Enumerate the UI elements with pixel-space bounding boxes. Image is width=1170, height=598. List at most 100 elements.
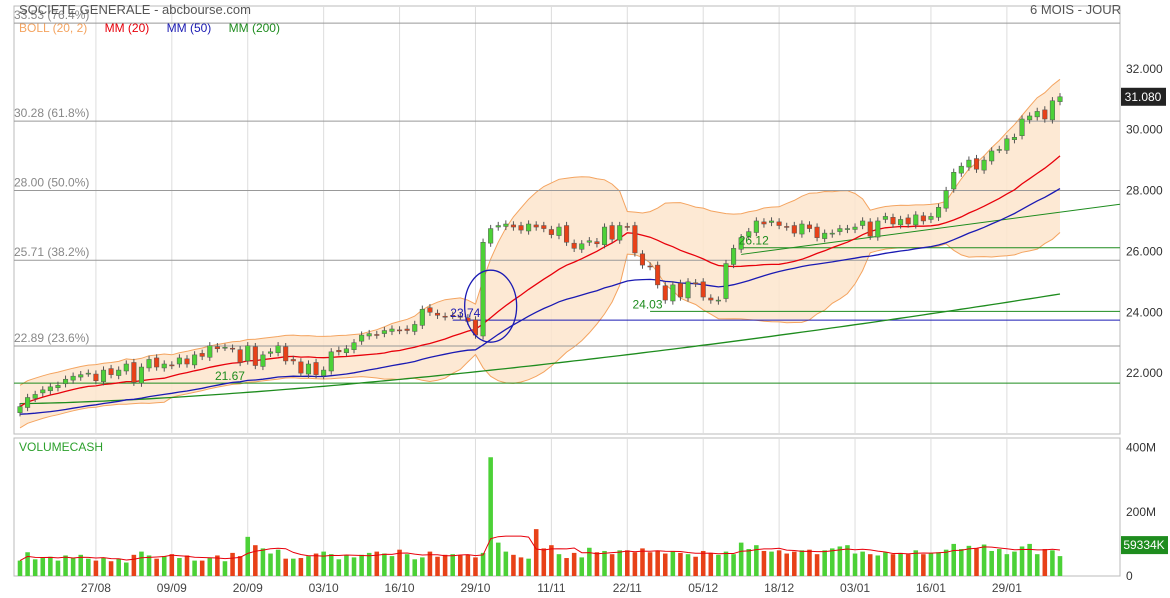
volume-bar (230, 552, 235, 576)
axes: 27/08 09/09 20/09 03/10 16/10 29/10 11/11 22/11… (81, 62, 1163, 595)
volume-bar (260, 548, 266, 576)
x-tick-label: 27/08 (81, 581, 111, 595)
volume-bar (359, 554, 364, 576)
chart-title: SOCIETE GENERALE - abcbourse.com (19, 2, 251, 17)
chart-period: 6 MOIS - JOUR (1029, 2, 1121, 17)
volume-bar (814, 554, 820, 576)
volume-bar (921, 554, 926, 576)
candle-body (55, 385, 61, 388)
candle-body (731, 248, 737, 265)
mm200-line (19, 293, 1061, 405)
candle-body (548, 229, 554, 235)
candle-body (996, 149, 1002, 151)
volume-bar (533, 529, 539, 576)
x-tick-label: 29/10 (460, 581, 490, 595)
candle-body (518, 225, 524, 231)
candle-body (586, 240, 592, 243)
volume-bar (625, 550, 630, 576)
volume-bar (101, 558, 106, 576)
candle-body (822, 232, 828, 239)
y-tick-label: 26.000 (1126, 244, 1163, 258)
candle-body (434, 312, 441, 316)
volume-bar (344, 555, 349, 576)
candle-body (1049, 100, 1055, 121)
volume-bar (215, 555, 220, 576)
candle-body (298, 361, 304, 374)
volume-bar (1027, 543, 1032, 576)
volume-bar (86, 558, 91, 576)
volume-bar (154, 558, 159, 576)
volume-bar (17, 560, 23, 576)
candle-body (564, 225, 570, 243)
candle-body (176, 357, 182, 365)
volume-bar (799, 550, 805, 576)
volume-bar (845, 545, 850, 576)
candle-body (647, 265, 653, 268)
moving-averages (19, 155, 1061, 415)
candle-body (875, 220, 881, 238)
candle-body (928, 216, 934, 220)
y-tick-label: 30.000 (1126, 123, 1163, 137)
volume-bar (943, 549, 949, 576)
candle-body (1004, 138, 1010, 151)
candle-body (700, 281, 706, 298)
volume-bar (511, 554, 516, 576)
bollinger-upper-line (19, 78, 1061, 386)
candle-body (116, 369, 122, 376)
volume-bar (587, 547, 592, 576)
candle-body (655, 264, 661, 286)
candle-body (488, 228, 494, 244)
candle-body (480, 242, 486, 337)
candle-body (639, 253, 646, 266)
mm20-line (19, 155, 1061, 408)
volume-bar (556, 554, 562, 576)
volume-bar (336, 559, 342, 576)
candle-body (381, 330, 387, 334)
volume-bar (594, 552, 600, 576)
candle-body (146, 359, 152, 369)
volume-bar (951, 543, 956, 576)
candle-body (966, 159, 972, 168)
candle-body (670, 284, 676, 302)
candle-body (85, 372, 91, 375)
candle-body (753, 220, 759, 233)
candle-body (556, 226, 562, 236)
candle-body (784, 226, 790, 228)
x-tick-label: 18/12 (764, 581, 794, 595)
candle-body (214, 346, 220, 350)
candle-body (237, 349, 243, 363)
volume-bar (875, 555, 881, 576)
x-tick-label: 03/01 (840, 581, 870, 595)
candle-body (343, 348, 349, 353)
volume-bar (617, 550, 622, 576)
volume-bar (78, 554, 84, 576)
volume-bar (890, 554, 896, 576)
candle-body (260, 354, 266, 367)
volume-bar (738, 542, 744, 576)
volume-bar (328, 554, 334, 576)
volume-bar (108, 561, 114, 576)
volume-bar (792, 551, 797, 576)
volume-bar (541, 548, 547, 576)
volume-bar (222, 561, 228, 576)
volume-bar (746, 549, 752, 576)
volume-bar (1012, 551, 1017, 576)
candle-body (617, 225, 623, 241)
candle-body (936, 207, 942, 218)
candle-body (1057, 96, 1063, 102)
volume-bar (382, 553, 387, 576)
candle-body (776, 221, 782, 226)
volume-bar (700, 550, 706, 576)
candle-body (1011, 137, 1017, 140)
candle-body (920, 215, 926, 222)
volume-bar (860, 551, 865, 576)
candle-body (890, 217, 896, 225)
last-price-box (1121, 87, 1166, 106)
candle-body (404, 328, 410, 331)
volume-bar (754, 545, 759, 576)
volume-bar (63, 555, 68, 576)
candle-body (594, 241, 600, 245)
candle-body (738, 237, 744, 250)
candle-body (138, 366, 144, 384)
candle-body (25, 397, 31, 408)
